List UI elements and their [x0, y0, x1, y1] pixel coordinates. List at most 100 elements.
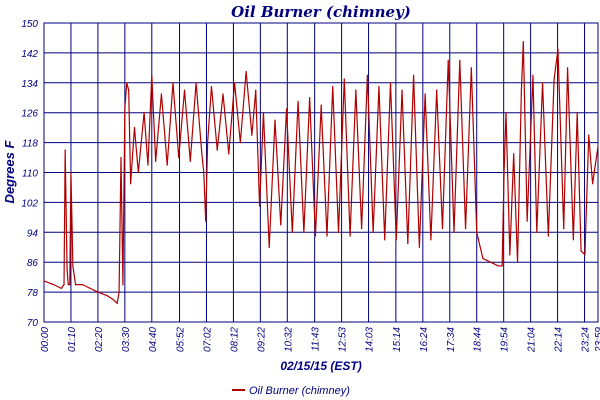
x-tick-label: 10:32 — [283, 327, 294, 352]
data-point — [106, 295, 109, 297]
y-tick-label: 110 — [22, 169, 38, 180]
data-point — [53, 284, 55, 286]
data-point — [233, 82, 236, 84]
data-point — [74, 284, 77, 286]
data-point — [122, 284, 124, 286]
x-tick-label: 05:52 — [176, 327, 187, 352]
data-point — [143, 112, 145, 114]
data-point — [566, 67, 569, 69]
data-point — [258, 205, 261, 207]
data-point — [251, 134, 253, 136]
x-tick-label: 21:04 — [527, 327, 538, 353]
x-tick-label: 08:12 — [229, 327, 240, 352]
data-point — [291, 231, 293, 233]
legend-label: Oil Burner (chimney) — [249, 385, 350, 397]
data-point — [178, 156, 180, 159]
data-point — [183, 89, 186, 91]
data-point — [280, 224, 282, 226]
data-point — [124, 108, 126, 110]
x-tick-label: 11:43 — [311, 327, 322, 352]
data-point — [407, 242, 409, 245]
data-point — [592, 183, 594, 185]
data-point — [378, 85, 380, 88]
data-point — [309, 97, 311, 99]
data-point — [557, 48, 559, 50]
series-line — [43, 41, 599, 304]
x-tick-label: 00:00 — [40, 327, 51, 352]
x-ticks: 00:00 01:10 02:20 03:30 04:40 05:52 07:02 08:12… — [40, 327, 600, 353]
x-tick-label: 18:44 — [473, 327, 484, 352]
x-tick-label: 15:14 — [392, 327, 403, 352]
y-tick-label: 102 — [21, 198, 38, 209]
data-point — [43, 280, 45, 282]
data-point — [314, 235, 317, 237]
data-point — [97, 291, 99, 293]
x-tick-label: 23:59 — [594, 327, 600, 353]
data-point — [205, 220, 207, 222]
data-point — [245, 70, 247, 73]
y-tick-label: 134 — [21, 79, 38, 90]
data-point — [320, 104, 322, 106]
data-point — [389, 82, 392, 84]
data-point — [572, 239, 574, 241]
data-point — [128, 89, 130, 91]
data-point — [509, 254, 511, 256]
data-point — [195, 82, 197, 84]
data-point — [580, 250, 582, 252]
x-tick-label: 16:24 — [419, 327, 430, 352]
series-layer — [43, 41, 599, 304]
data-point — [67, 284, 69, 286]
data-point — [207, 142, 209, 144]
data-point — [513, 153, 515, 155]
data-point — [532, 74, 534, 76]
data-point — [118, 291, 120, 293]
data-point — [447, 59, 449, 61]
data-point — [64, 149, 66, 151]
data-point — [81, 284, 84, 286]
x-tick-label: 01:10 — [67, 327, 78, 352]
data-point — [155, 160, 157, 162]
y-tick-label: 86 — [27, 258, 39, 269]
data-point — [430, 239, 432, 241]
data-point — [497, 265, 499, 267]
data-point — [361, 227, 363, 230]
y-tick-label: 94 — [27, 228, 39, 239]
data-point — [470, 67, 472, 69]
y-tick-label: 150 — [21, 19, 38, 30]
data-point — [489, 261, 492, 263]
chart-title: Oil Burner (chimney) — [231, 3, 411, 21]
data-point — [366, 74, 368, 76]
data-point — [536, 231, 538, 233]
data-point — [501, 265, 503, 267]
y-tick-label: 118 — [22, 139, 38, 150]
data-point — [588, 134, 590, 136]
data-point — [522, 41, 524, 43]
data-point — [255, 89, 257, 91]
data-point — [563, 227, 565, 230]
x-tick-label: 12:53 — [338, 327, 349, 352]
data-point — [126, 82, 128, 84]
data-point — [239, 142, 241, 144]
data-point — [584, 254, 586, 256]
y-tick-label: 78 — [27, 288, 39, 299]
data-point — [384, 239, 386, 241]
data-point — [597, 145, 599, 147]
data-point — [505, 112, 507, 114]
data-point — [160, 93, 163, 95]
data-point — [355, 89, 357, 91]
x-tick-label: 07:02 — [202, 327, 213, 352]
data-point — [72, 265, 74, 267]
data-point — [332, 85, 334, 88]
data-point — [516, 261, 519, 263]
data-point — [482, 257, 484, 260]
data-point — [547, 235, 549, 237]
data-point — [526, 220, 528, 222]
x-tick-label: 17:34 — [446, 327, 457, 352]
data-point — [464, 227, 467, 230]
data-point — [349, 235, 351, 237]
data-point — [133, 127, 136, 129]
x-tick-label: 23:24 — [581, 327, 592, 353]
data-point — [147, 164, 149, 166]
data-point — [66, 269, 68, 271]
